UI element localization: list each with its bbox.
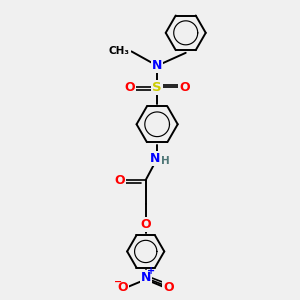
Text: N: N [140, 271, 151, 284]
Text: H: H [161, 156, 170, 166]
Text: O: O [179, 81, 190, 94]
Text: O: O [118, 281, 128, 294]
Text: +: + [147, 266, 155, 277]
Text: O: O [125, 81, 135, 94]
Text: O: O [140, 218, 151, 231]
Text: S: S [152, 81, 162, 94]
Text: −: − [114, 277, 122, 287]
Text: CH₃: CH₃ [109, 46, 130, 56]
Text: O: O [163, 281, 174, 294]
Text: N: N [150, 152, 160, 165]
Text: O: O [115, 173, 125, 187]
Text: N: N [152, 59, 162, 72]
